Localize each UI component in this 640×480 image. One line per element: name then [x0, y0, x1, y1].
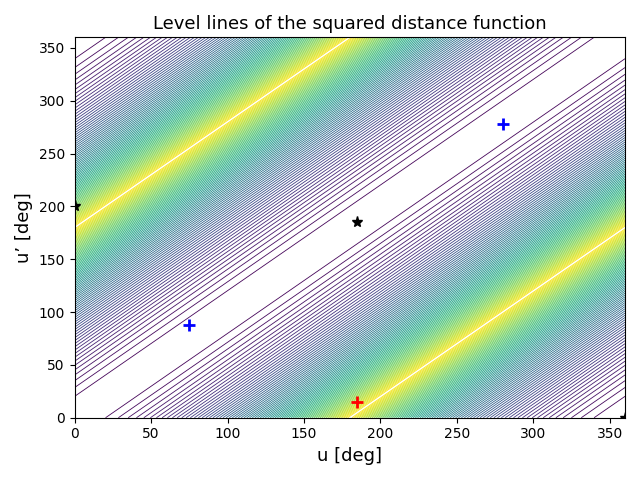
Title: Level lines of the squared distance function: Level lines of the squared distance func…: [153, 15, 547, 33]
Y-axis label: u’ [deg]: u’ [deg]: [15, 192, 33, 263]
X-axis label: u [deg]: u [deg]: [317, 447, 382, 465]
